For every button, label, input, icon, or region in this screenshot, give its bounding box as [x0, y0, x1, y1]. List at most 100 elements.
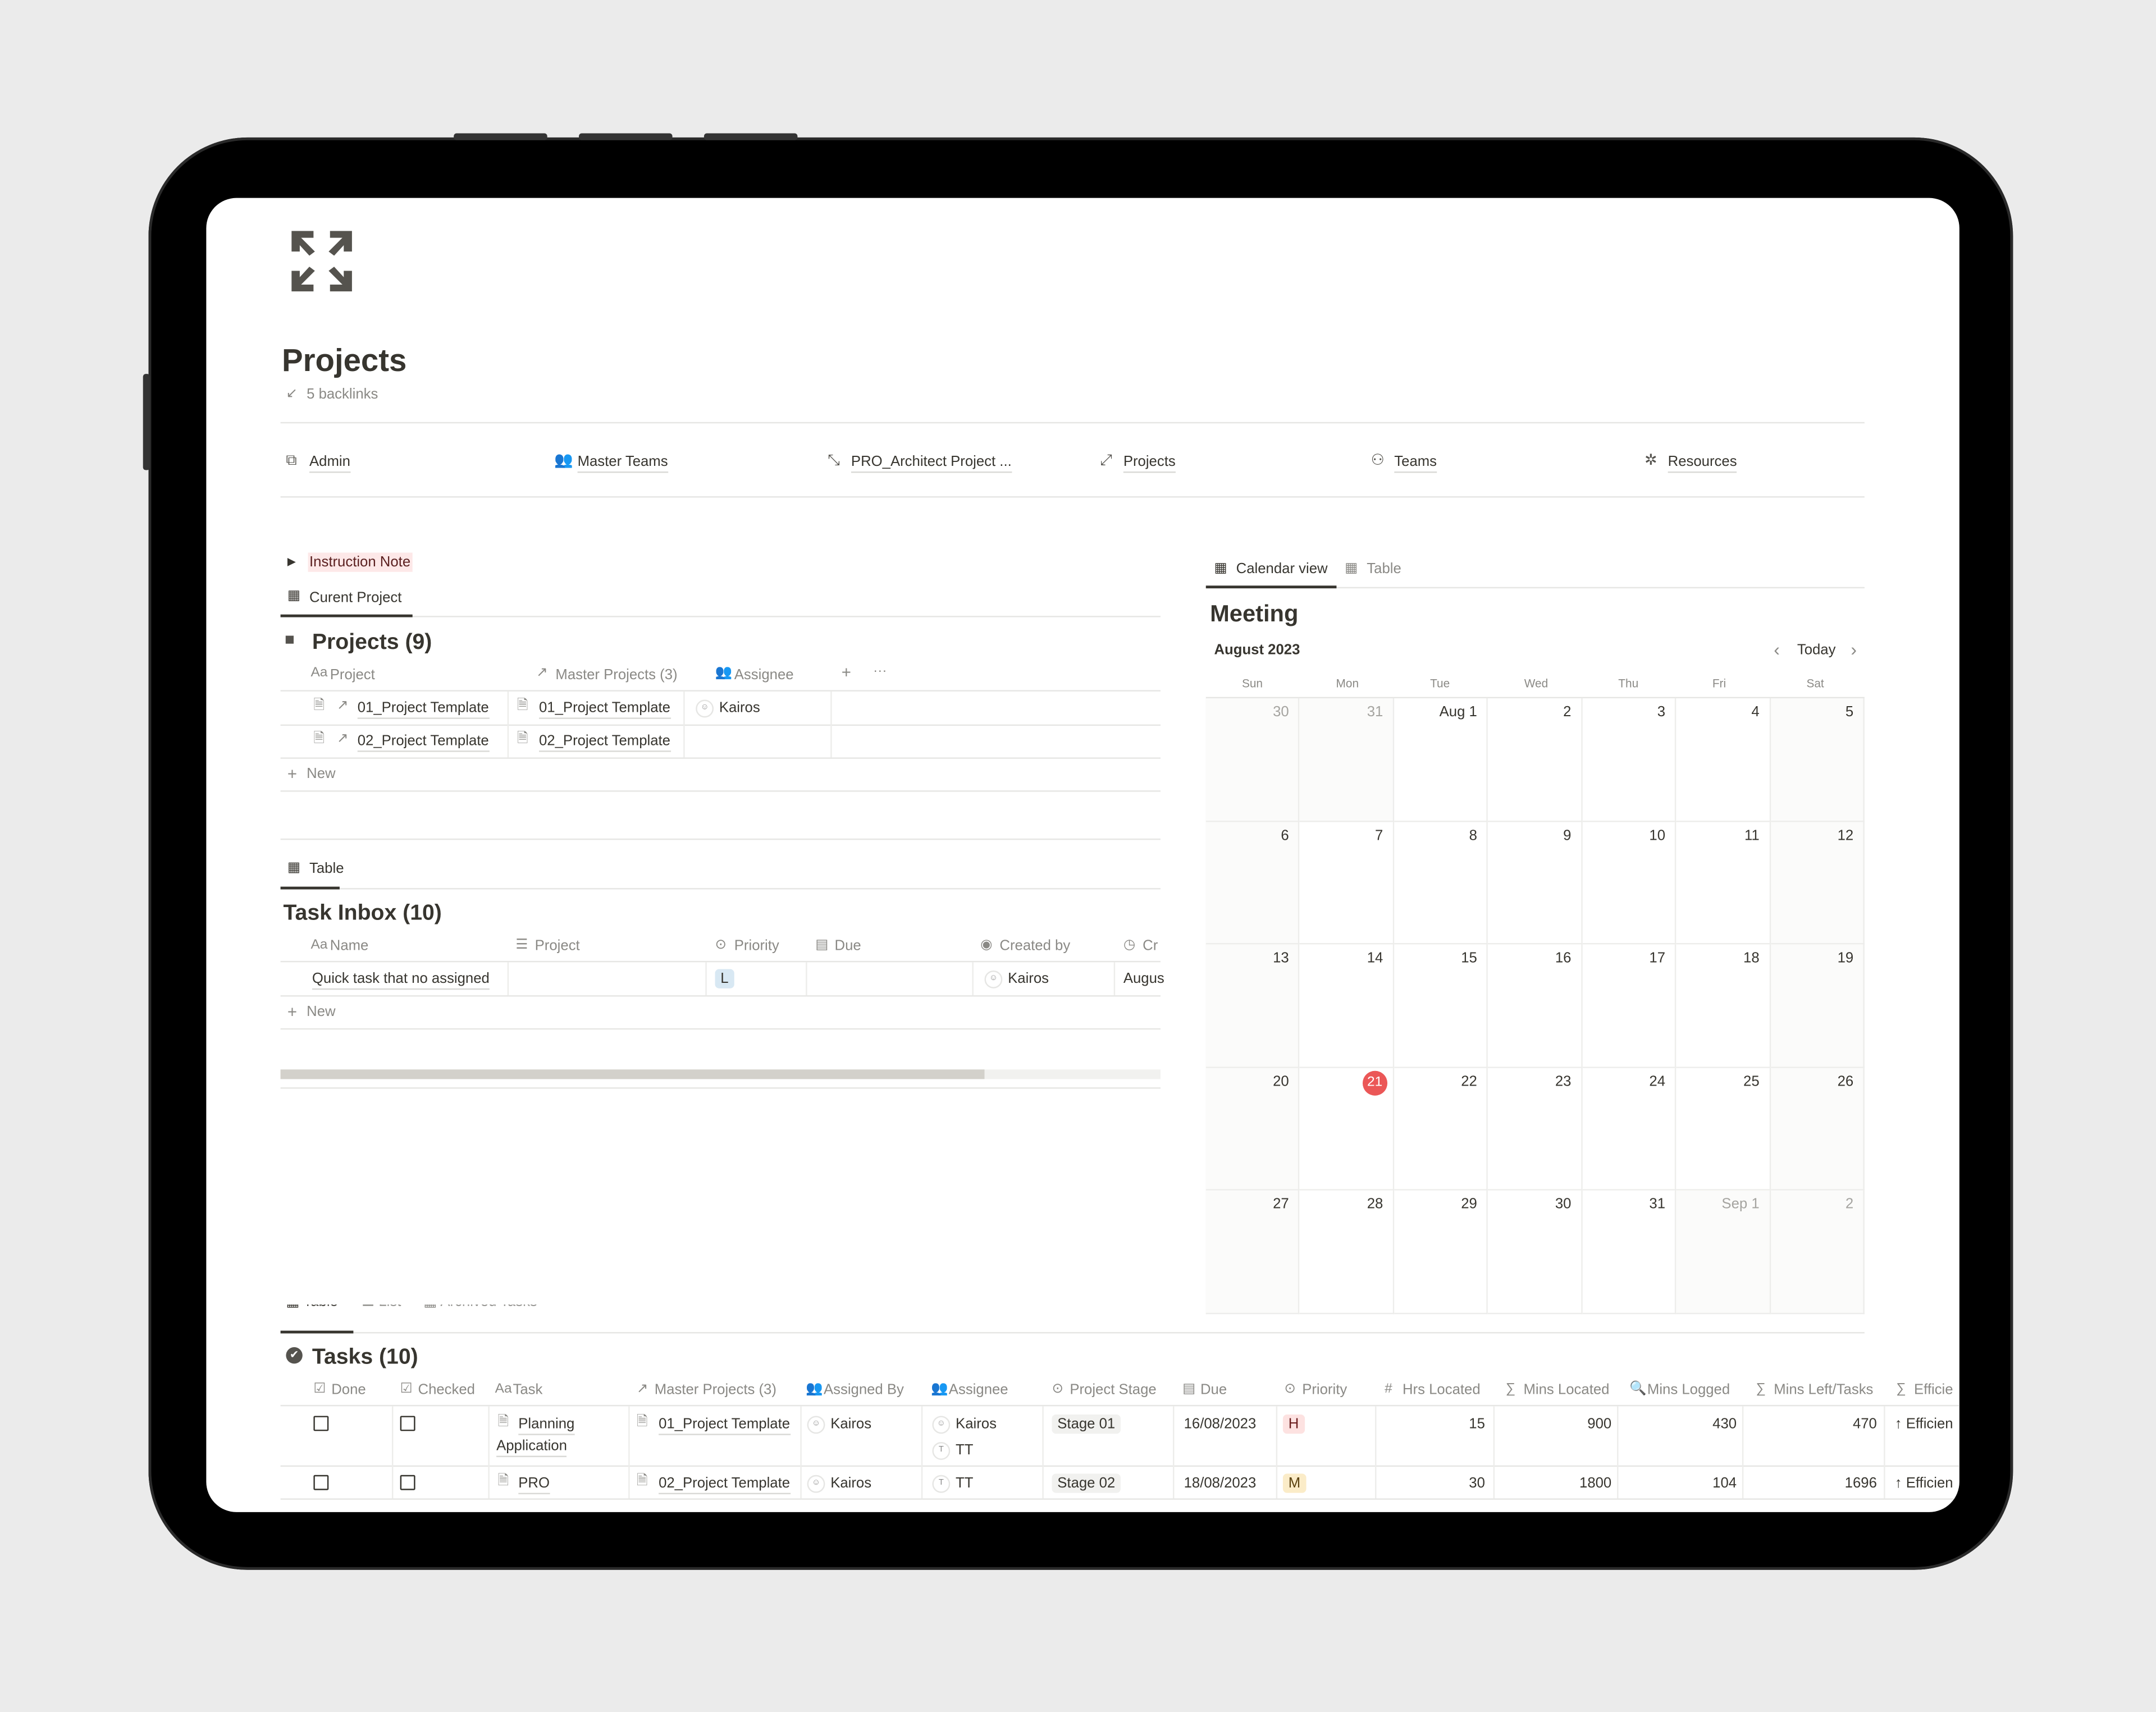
- calendar-day-cell[interactable]: 9: [1488, 821, 1583, 945]
- tab-2[interactable]: ▦ Archived Tasks: [423, 1304, 537, 1310]
- tab-table[interactable]: Table: [309, 860, 344, 877]
- horizontal-scrollbar[interactable]: [280, 1069, 1161, 1079]
- calendar-day-cell[interactable]: 8: [1394, 821, 1488, 945]
- column-header[interactable]: Created by: [999, 937, 1071, 954]
- calendar-day-cell[interactable]: 5: [1770, 698, 1865, 822]
- done-checkbox[interactable]: [313, 1416, 329, 1431]
- nav-link-3[interactable]: Projects: [1123, 452, 1176, 473]
- column-header[interactable]: Cr: [1143, 937, 1158, 954]
- column-header[interactable]: Mins Located: [1523, 1381, 1610, 1398]
- column-header[interactable]: Assignee: [734, 666, 794, 684]
- calendar-day-cell[interactable]: 12: [1770, 821, 1865, 945]
- calendar-day-cell[interactable]: 6: [1205, 821, 1300, 945]
- calendar-day-cell[interactable]: 31: [1582, 1191, 1677, 1315]
- calendar-day-cell[interactable]: 2: [1488, 698, 1583, 822]
- checked-checkbox[interactable]: [400, 1416, 415, 1431]
- new-row-button[interactable]: New: [307, 766, 336, 782]
- column-header[interactable]: Due: [1200, 1381, 1227, 1398]
- column-header[interactable]: Due: [834, 937, 861, 954]
- add-column-icon[interactable]: +: [841, 662, 851, 682]
- calendar-day-cell[interactable]: 27: [1205, 1191, 1300, 1315]
- calendar-day-cell[interactable]: 17: [1582, 944, 1677, 1068]
- column-header[interactable]: Mins Left/Tasks: [1774, 1381, 1874, 1398]
- calendar-day-cell[interactable]: 20: [1205, 1068, 1300, 1191]
- column-header[interactable]: Mins Logged: [1647, 1381, 1730, 1398]
- calendar-day-cell[interactable]: 25: [1676, 1068, 1771, 1191]
- master-project-link[interactable]: 01_Project Template: [659, 1415, 791, 1435]
- master-project-link[interactable]: 02_Project Template: [539, 731, 670, 752]
- calendar-day-cell[interactable]: Sep 1: [1676, 1191, 1771, 1315]
- nav-link-2[interactable]: PRO_Architect Project ...: [851, 452, 1012, 473]
- column-header[interactable]: Name: [330, 937, 369, 954]
- calendar-day-cell[interactable]: 7: [1300, 821, 1394, 945]
- today-button[interactable]: Today: [1797, 642, 1836, 659]
- calendar-day-cell[interactable]: 10: [1582, 821, 1677, 945]
- column-type-icon: ▤: [815, 937, 829, 953]
- next-month-icon[interactable]: ›: [1851, 639, 1857, 660]
- done-checkbox[interactable]: [313, 1475, 329, 1490]
- calendar-day-cell[interactable]: 16: [1488, 944, 1583, 1068]
- project-link[interactable]: 01_Project Template: [357, 698, 489, 719]
- project-link[interactable]: 02_Project Template: [357, 731, 489, 752]
- nav-link-0[interactable]: Admin: [309, 452, 350, 473]
- column-header[interactable]: Project: [330, 666, 375, 684]
- column-header[interactable]: Master Projects (3): [654, 1381, 776, 1398]
- column-header[interactable]: Task: [513, 1381, 543, 1398]
- nav-link-1[interactable]: Master Teams: [577, 452, 668, 473]
- nav-link-4[interactable]: Teams: [1394, 452, 1437, 473]
- column-divider: [507, 691, 509, 725]
- calendar-day-cell[interactable]: 22: [1394, 1068, 1488, 1191]
- column-header[interactable]: Efficie: [1914, 1381, 1953, 1398]
- column-header[interactable]: Hrs Located: [1402, 1381, 1481, 1398]
- column-header[interactable]: Master Projects (3): [555, 666, 678, 684]
- column-header[interactable]: Priority: [1302, 1381, 1347, 1398]
- task-name-link[interactable]: Quick task that no assigned: [312, 969, 490, 990]
- prev-month-icon[interactable]: ‹: [1774, 639, 1780, 660]
- column-header[interactable]: Priority: [734, 937, 779, 954]
- backlinks-link[interactable]: 5 backlinks: [307, 386, 378, 403]
- more-options-icon[interactable]: ···: [873, 663, 887, 679]
- tab-0[interactable]: ▦ Table: [286, 1304, 337, 1310]
- task-link[interactable]: Planning: [518, 1415, 575, 1435]
- instruction-note-toggle[interactable]: Instruction Note: [308, 552, 412, 572]
- calendar-day-cell[interactable]: 11: [1676, 821, 1771, 945]
- master-project-link[interactable]: 02_Project Template: [659, 1473, 791, 1495]
- new-row-button[interactable]: New: [307, 1003, 336, 1020]
- calendar-day-cell[interactable]: 30: [1205, 698, 1300, 822]
- task-link[interactable]: Application: [496, 1436, 567, 1457]
- calendar-day-cell[interactable]: 13: [1205, 944, 1300, 1068]
- calendar-day-cell[interactable]: 29: [1394, 1191, 1488, 1315]
- column-header[interactable]: Assigned By: [823, 1381, 904, 1398]
- tab-1[interactable]: ☰ List: [362, 1304, 401, 1310]
- calendar-day-cell[interactable]: 4: [1676, 698, 1771, 822]
- calendar-day-cell[interactable]: 19: [1770, 944, 1865, 1068]
- calendar-day-cell[interactable]: Aug 1: [1394, 698, 1488, 822]
- column-header[interactable]: Done: [331, 1381, 366, 1398]
- tab-table[interactable]: Table: [1367, 561, 1401, 578]
- column-header[interactable]: Checked: [418, 1381, 476, 1398]
- calendar-day-cell[interactable]: 30: [1488, 1191, 1583, 1315]
- calendar-day-cell[interactable]: 28: [1300, 1191, 1394, 1315]
- calendar-day-cell[interactable]: 15: [1394, 944, 1488, 1068]
- scrollbar-thumb[interactable]: [280, 1069, 985, 1079]
- column-header[interactable]: Project Stage: [1070, 1381, 1157, 1398]
- calendar-day-cell[interactable]: 24: [1582, 1068, 1677, 1191]
- column-header[interactable]: Project: [535, 937, 580, 954]
- avatar: ☺: [807, 1475, 825, 1493]
- calendar-day-cell[interactable]: 31: [1300, 698, 1394, 822]
- calendar-day-cell[interactable]: 26: [1770, 1068, 1865, 1191]
- checked-checkbox[interactable]: [400, 1475, 415, 1490]
- tab-calendar-view[interactable]: Calendar view: [1236, 561, 1328, 578]
- calendar-day-cell[interactable]: 18: [1676, 944, 1771, 1068]
- master-project-link[interactable]: 01_Project Template: [539, 698, 670, 719]
- calendar-day-cell[interactable]: 23: [1488, 1068, 1583, 1191]
- tab-curent-project[interactable]: Curent Project: [309, 589, 402, 607]
- nav-link-5[interactable]: Resources: [1668, 452, 1737, 473]
- calendar-day-cell[interactable]: 21: [1300, 1068, 1394, 1191]
- calendar-day-cell[interactable]: 14: [1300, 944, 1394, 1068]
- toggle-triangle-icon[interactable]: ▶: [287, 555, 296, 568]
- column-header[interactable]: Assignee: [948, 1381, 1008, 1398]
- calendar-day-cell[interactable]: 3: [1582, 698, 1677, 822]
- calendar-day-cell[interactable]: 2: [1770, 1191, 1865, 1315]
- task-link[interactable]: PRO: [518, 1473, 550, 1495]
